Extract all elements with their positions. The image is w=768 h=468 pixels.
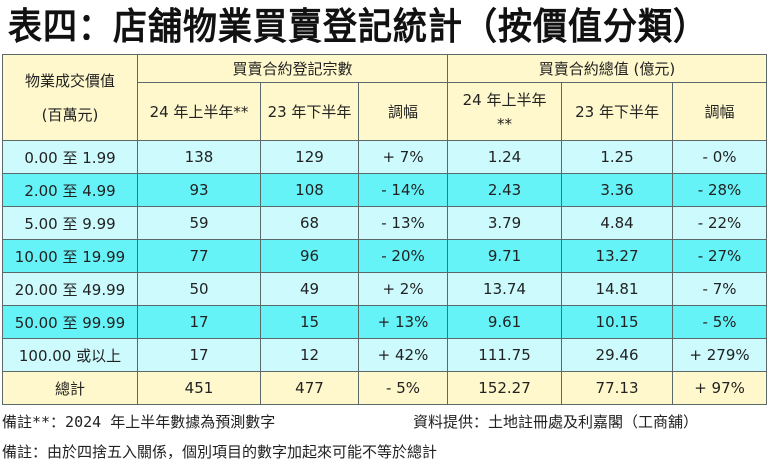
cell-value-change: - 22% [672, 206, 768, 240]
cell-value-change: - 5% [672, 305, 768, 339]
cell-count-change: + 2% [357, 272, 449, 306]
cell-count-change: + 13% [357, 305, 449, 339]
cell-count-change: - 20% [357, 239, 449, 273]
table-row: 50.00 至 99.99 17 15 + 13% 9.61 10.15 - 5… [2, 305, 768, 339]
cell-value-23h2: 1.25 [561, 140, 674, 174]
cell-value-24h1: 9.61 [447, 305, 563, 339]
table-row: 0.00 至 1.99 138 129 + 7% 1.24 1.25 - 0% [2, 140, 768, 174]
header-row-columns: 24 年上半年** 23 年下半年 調幅 24 年上半年 ** 23 年下半年 … [2, 82, 768, 141]
cell-count-24h1: 138 [137, 140, 261, 174]
cell-value-23h2: 10.15 [561, 305, 674, 339]
statistics-table: 物業成交價值 (百萬元) 買賣合約登記宗數 買賣合約總值 (億元) 24 年上半… [2, 54, 768, 405]
cell-total-label: 總計 [2, 371, 138, 405]
cell-value-23h2: 3.36 [561, 173, 674, 207]
cell-value-24h1: 1.24 [447, 140, 563, 174]
cell-count-change: - 13% [357, 206, 449, 240]
cell-count-24h1: 93 [137, 173, 261, 207]
cell-count-23h2: 108 [260, 173, 359, 207]
cell-value-23h2: 13.27 [561, 239, 674, 273]
header-value-23h2: 23 年下半年 [561, 82, 674, 141]
table-row: 20.00 至 49.99 50 49 + 2% 13.74 14.81 - 7… [2, 272, 768, 306]
cell-range: 0.00 至 1.99 [2, 140, 138, 174]
header-value-change: 調幅 [672, 82, 768, 141]
page-title: 表四：店舖物業買賣登記統計（按價值分類） [8, 5, 708, 49]
cell-value-24h1: 3.79 [447, 206, 563, 240]
header-group-value: 買賣合約總值 (億元) [447, 54, 768, 83]
cell-count-change: + 42% [357, 338, 449, 372]
cell-range: 10.00 至 19.99 [2, 239, 138, 273]
cell-value-23h2: 4.84 [561, 206, 674, 240]
cell-value-24h1: 9.71 [447, 239, 563, 273]
header-category-line2: (百萬元) [41, 105, 99, 124]
cell-count-24h1: 50 [137, 272, 261, 306]
cell-total-value-24h1: 152.27 [447, 371, 563, 405]
cell-count-change: + 7% [357, 140, 449, 174]
table-row: 100.00 或以上 17 12 + 42% 111.75 29.46 + 27… [2, 338, 768, 372]
cell-value-23h2: 14.81 [561, 272, 674, 306]
cell-range: 20.00 至 49.99 [2, 272, 138, 306]
header-category-line1: 物業成交價值 [24, 71, 115, 90]
cell-total-value-change: + 97% [672, 371, 768, 405]
header-count-24h1: 24 年上半年** [137, 82, 261, 141]
cell-count-23h2: 15 [260, 305, 359, 339]
cell-count-24h1: 59 [137, 206, 261, 240]
forecast-note: 備註**：2024 年上半年數據為預測數字 [2, 413, 276, 431]
cell-count-24h1: 77 [137, 239, 261, 273]
table-row: 5.00 至 9.99 59 68 - 13% 3.79 4.84 - 22% [2, 206, 768, 240]
rounding-note: 備註：由於四捨五入關係，個別項目的數字加起來可能不等於總計 [2, 443, 438, 461]
cell-value-24h1: 111.75 [447, 338, 563, 372]
cell-value-24h1: 13.74 [447, 272, 563, 306]
cell-range: 50.00 至 99.99 [2, 305, 138, 339]
cell-value-change: + 279% [672, 338, 768, 372]
cell-count-23h2: 68 [260, 206, 359, 240]
cell-range: 2.00 至 4.99 [2, 173, 138, 207]
cell-count-24h1: 17 [137, 305, 261, 339]
header-category: 物業成交價值 (百萬元) [2, 54, 138, 141]
cell-value-change: - 7% [672, 272, 768, 306]
cell-range: 5.00 至 9.99 [2, 206, 138, 240]
cell-count-23h2: 96 [260, 239, 359, 273]
table-row: 10.00 至 19.99 77 96 - 20% 9.71 13.27 - 2… [2, 239, 768, 273]
cell-value-change: - 0% [672, 140, 768, 174]
cell-count-23h2: 12 [260, 338, 359, 372]
cell-count-24h1: 17 [137, 338, 261, 372]
cell-total-value-23h2: 77.13 [561, 371, 674, 405]
cell-value-change: - 28% [672, 173, 768, 207]
header-group-count: 買賣合約登記宗數 [136, 54, 449, 83]
cell-total-count-change: - 5% [357, 371, 449, 405]
cell-value-24h1: 2.43 [447, 173, 563, 207]
total-row: 總計 451 477 - 5% 152.27 77.13 + 97% [2, 371, 768, 405]
header-row-groups: 物業成交價值 (百萬元) 買賣合約登記宗數 買賣合約總值 (億元) [2, 54, 768, 141]
header-count-23h2: 23 年下半年 [260, 82, 359, 141]
header-value-24h1: 24 年上半年 ** [447, 82, 563, 141]
table-row: 2.00 至 4.99 93 108 - 14% 2.43 3.36 - 28% [2, 173, 768, 207]
cell-value-23h2: 29.46 [561, 338, 674, 372]
cell-count-23h2: 129 [260, 140, 359, 174]
cell-range: 100.00 或以上 [2, 338, 138, 372]
source-note: 資料提供：土地註冊處及利嘉閣（工商舖） [413, 413, 699, 431]
cell-total-count-24h1: 451 [137, 371, 261, 405]
cell-count-23h2: 49 [260, 272, 359, 306]
cell-value-change: - 27% [672, 239, 768, 273]
cell-count-change: - 14% [357, 173, 449, 207]
cell-total-count-23h2: 477 [260, 371, 359, 405]
header-count-change: 調幅 [357, 82, 449, 141]
